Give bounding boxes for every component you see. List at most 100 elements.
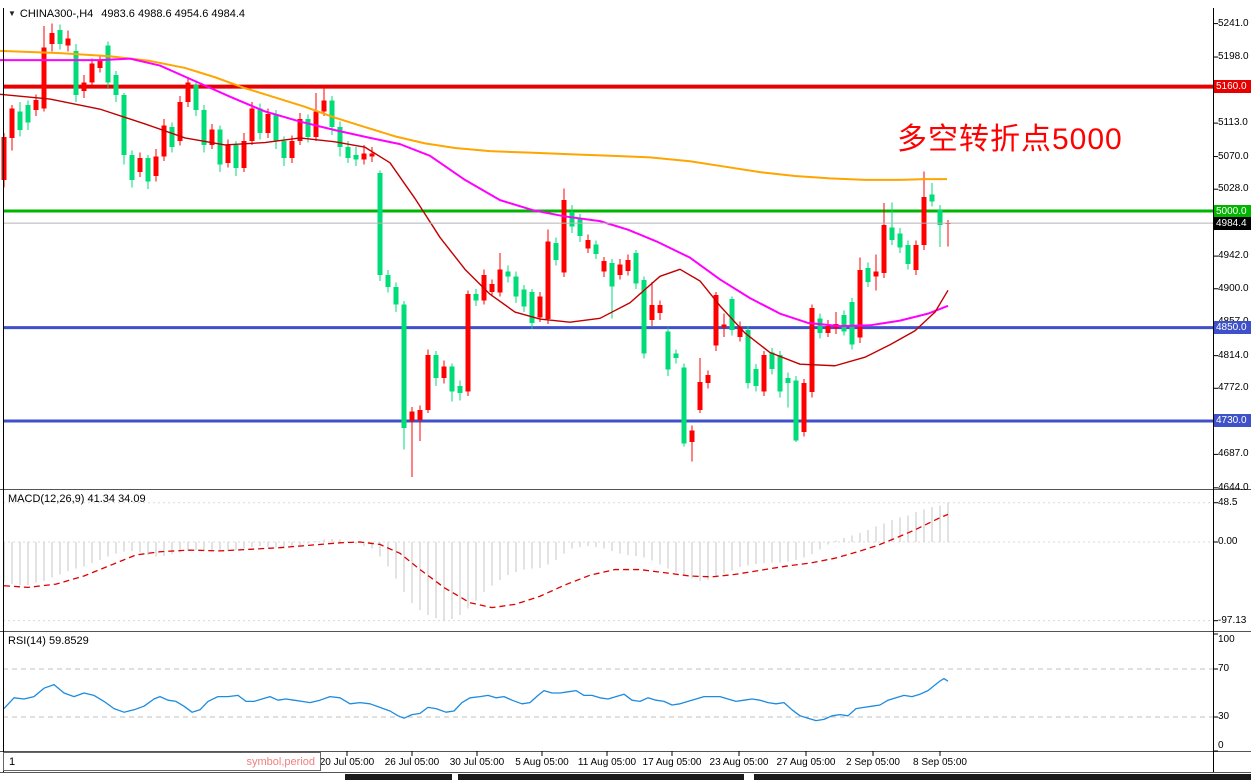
candle-down: [457, 385, 463, 393]
rsi-line: [3, 677, 949, 722]
candle-up: [697, 382, 703, 411]
ma-fast-darkred: [0, 93, 949, 367]
candle-down: [889, 227, 895, 240]
fast-navigation-hint: symbol,period: [246, 755, 315, 768]
candle-down: [609, 263, 615, 287]
candle-up: [369, 153, 375, 157]
candle-down: [193, 85, 199, 110]
candle-up: [41, 47, 47, 109]
candle-down: [217, 129, 223, 165]
candle-up: [825, 326, 831, 334]
macd-histogram: [3, 502, 949, 621]
candle-down: [513, 276, 519, 297]
candle-up: [241, 141, 247, 169]
candle-down: [673, 353, 679, 358]
candle-down: [473, 294, 479, 301]
window-edge-segment: [458, 774, 744, 780]
candle-down: [785, 378, 791, 383]
candle-up: [313, 111, 319, 138]
candle-up: [361, 153, 367, 160]
candle-down: [273, 113, 279, 142]
candle-down: [105, 45, 111, 83]
candle-down: [505, 271, 511, 277]
candle-up: [417, 410, 423, 421]
candle-down: [305, 119, 311, 138]
candle-up: [921, 197, 927, 246]
candle-up: [425, 354, 431, 411]
candle-up: [97, 60, 103, 68]
candle-down: [681, 367, 687, 444]
candle-up: [209, 129, 215, 145]
candle-down: [817, 318, 823, 334]
candle-up: [881, 224, 887, 274]
candle-up: [81, 82, 87, 92]
candle-up: [137, 158, 143, 173]
candle-down: [233, 144, 239, 169]
candle-up: [625, 259, 631, 271]
candle-down: [353, 155, 359, 160]
page-indicator: 1: [9, 755, 16, 768]
candle-down: [281, 141, 287, 159]
candle-up: [297, 119, 303, 142]
candle-down: [633, 252, 639, 284]
ma-slow-orange: [0, 49, 947, 181]
candle-down: [577, 217, 583, 236]
candle-down: [113, 74, 119, 96]
candle-down: [401, 304, 407, 428]
candle-down: [17, 111, 23, 131]
candle-up: [225, 144, 231, 163]
candle-down: [777, 354, 783, 392]
candle-down: [569, 211, 575, 227]
candle-down: [665, 331, 671, 370]
candle-up: [265, 113, 271, 134]
candle-up: [689, 430, 695, 442]
candle-up: [65, 38, 71, 46]
fast-navigation-box[interactable]: 1 symbol,period: [3, 752, 321, 771]
candle-up: [737, 326, 743, 337]
candle-down: [641, 280, 647, 354]
candle-down: [769, 352, 775, 369]
candle-down: [337, 127, 343, 148]
candle-down: [393, 287, 399, 305]
candle-down: [753, 368, 759, 386]
candle-down: [169, 127, 175, 148]
candle-up: [761, 354, 767, 392]
candle-down: [745, 329, 751, 383]
candle-up: [161, 125, 167, 157]
candle-up: [497, 269, 503, 293]
candle-down: [73, 50, 79, 96]
candle-down: [553, 242, 559, 260]
window-edge-segment: [345, 774, 452, 780]
candle-down: [841, 315, 847, 332]
candle-up: [561, 200, 567, 273]
candle-down: [385, 274, 391, 288]
candle-down: [25, 105, 31, 123]
candle-up: [801, 382, 807, 432]
candle-up: [185, 82, 191, 103]
candle-down: [593, 244, 599, 254]
candle-down: [929, 194, 935, 202]
macd-signal-line: [3, 513, 949, 609]
candle-down: [433, 354, 439, 379]
candle-up: [601, 260, 607, 272]
candle-up: [177, 102, 183, 142]
candle-up: [649, 305, 655, 320]
candle-up: [465, 294, 471, 392]
candle-up: [153, 156, 159, 177]
candle-up: [657, 305, 663, 313]
candle-up: [321, 100, 327, 112]
candle-up: [713, 294, 719, 346]
candle-up: [617, 264, 623, 275]
candle-down: [145, 158, 151, 182]
candle-up: [537, 296, 543, 318]
candle-up: [705, 375, 711, 383]
candle-down: [529, 291, 535, 323]
ma-mid-magenta: [0, 57, 949, 328]
candle-down: [937, 210, 943, 225]
candle-down: [121, 95, 127, 156]
candle-down: [201, 109, 207, 145]
window-edge-segment: [754, 774, 1251, 780]
candle-up: [873, 271, 879, 277]
